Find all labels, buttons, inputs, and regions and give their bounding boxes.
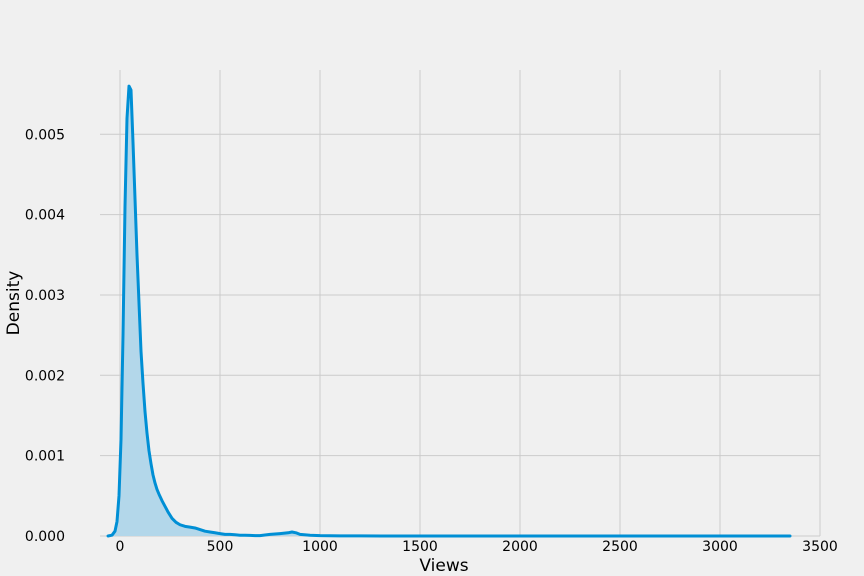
y-tick-label: 0.002	[25, 368, 65, 384]
x-tick-label: 2500	[602, 539, 638, 555]
x-tick-label: 2000	[502, 539, 538, 555]
x-tick-label: 0	[116, 539, 125, 555]
x-axis-label: Views	[419, 556, 468, 576]
x-axis-ticks: 0 500 1000 1500 2000 2500 3000 3500	[116, 539, 838, 555]
y-tick-label: 0.003	[25, 288, 65, 304]
x-tick-label: 1500	[402, 539, 438, 555]
x-tick-label: 1000	[302, 539, 338, 555]
y-tick-label: 0.001	[25, 449, 65, 465]
x-tick-label: 3500	[802, 539, 838, 555]
x-tick-label: 500	[207, 539, 234, 555]
y-tick-label: 0.004	[25, 208, 65, 224]
density-line	[106, 84, 792, 538]
series-layer	[106, 84, 792, 538]
x-tick-label: 3000	[702, 539, 738, 555]
y-tick-label: 0.000	[25, 529, 65, 545]
y-axis-ticks: 0.000 0.001 0.002 0.003 0.004 0.005	[25, 127, 65, 545]
y-tick-label: 0.005	[25, 127, 65, 143]
y-axis-label: Density	[4, 271, 24, 336]
